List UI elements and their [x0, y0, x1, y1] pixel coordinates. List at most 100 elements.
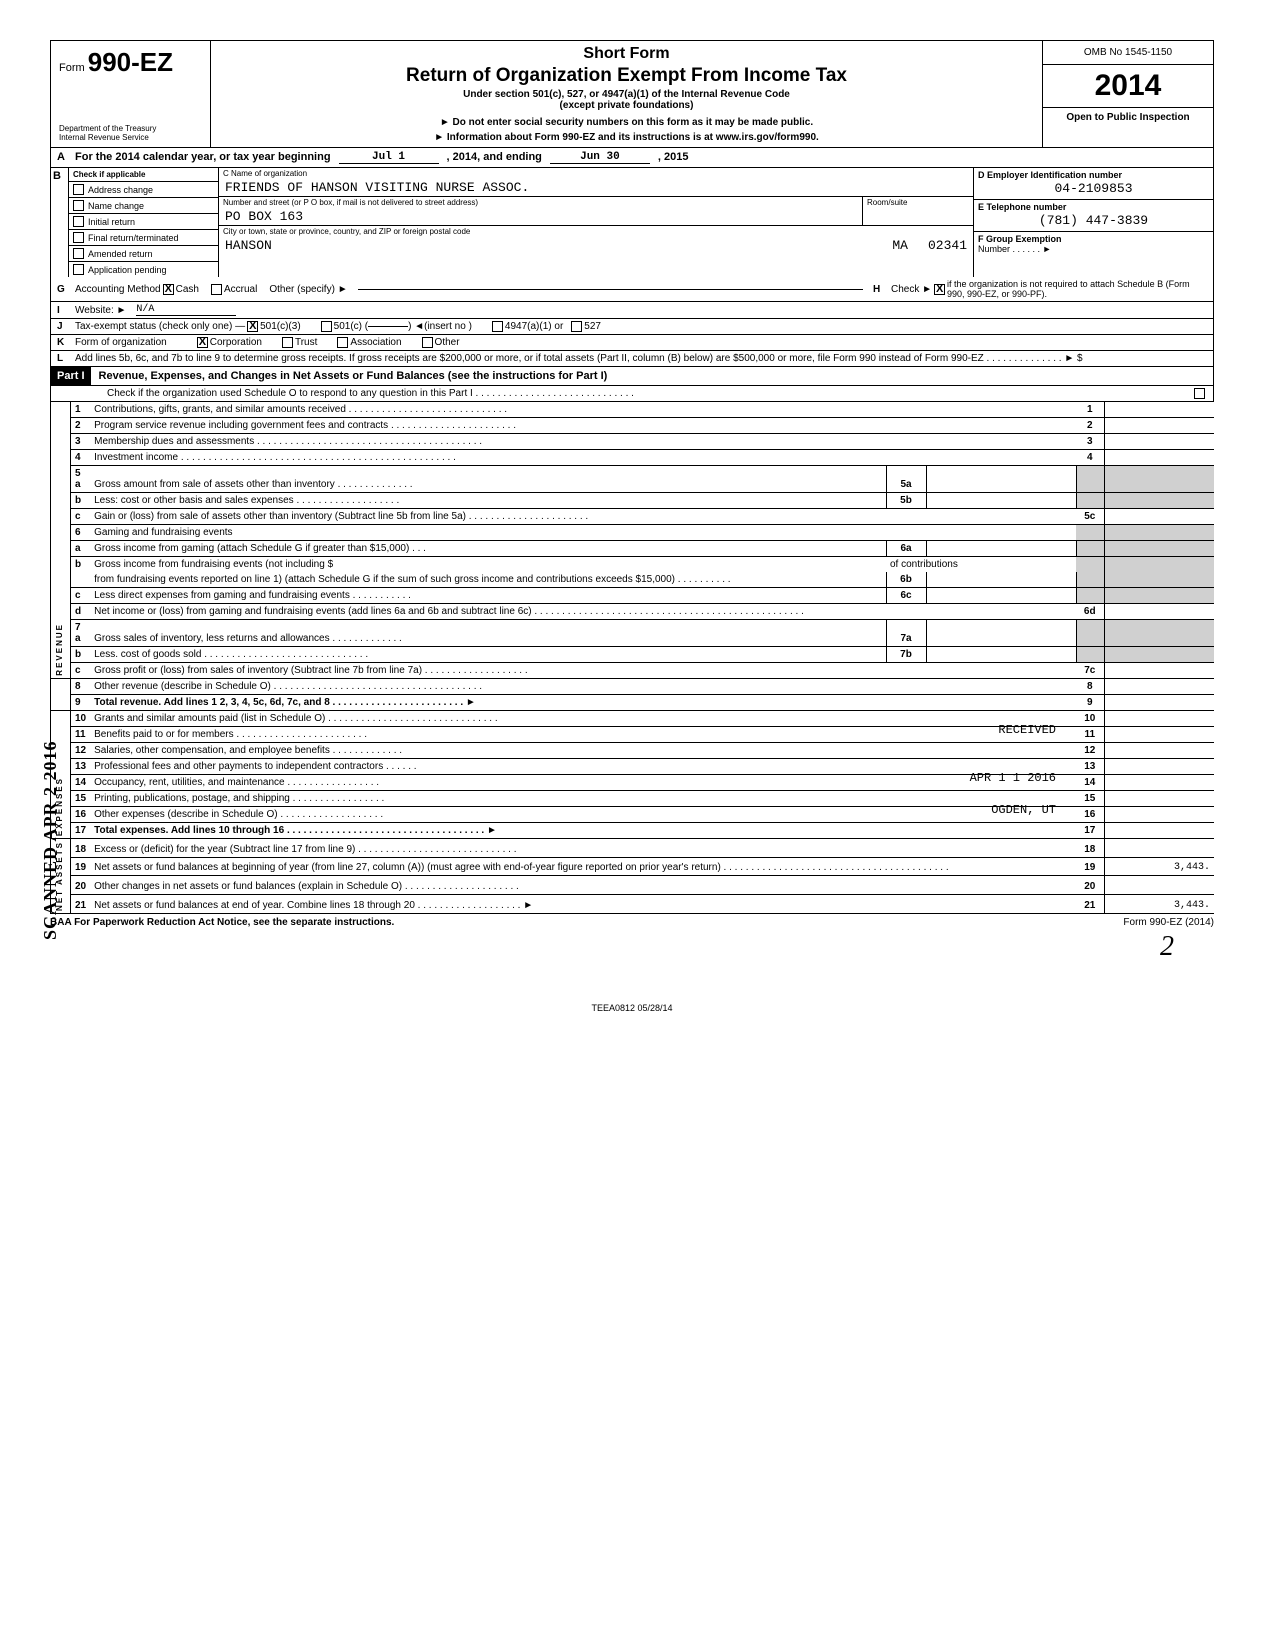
row-a-mid: , 2014, and ending: [447, 151, 542, 164]
line-4: Investment income . . . . . . . . . . . …: [90, 450, 1076, 466]
chk-initial-return[interactable]: [73, 216, 84, 227]
lbl-501c-suffix: ) ◄(insert no ): [408, 321, 472, 332]
lbl-address-change: Address change: [88, 185, 153, 195]
line-6a: Gross income from gaming (attach Schedul…: [90, 541, 886, 557]
chk-association[interactable]: [337, 337, 348, 348]
line-8: Other revenue (describe in Schedule O) .…: [90, 679, 1076, 695]
row-a-yearend: , 2015: [658, 151, 689, 164]
footer-code: TEEA0812 05/28/14: [50, 1003, 1214, 1013]
under-section: Under section 501(c), 527, or 4947(a)(1)…: [221, 89, 1032, 100]
form-prefix: Form: [59, 62, 85, 74]
zip-value: 02341: [928, 238, 967, 253]
part-1-label: Part I: [51, 367, 91, 385]
open-to-public: Open to Public Inspection: [1043, 108, 1213, 127]
line-6: Gaming and fundraising events: [90, 525, 1076, 541]
line-20: Other changes in net assets or fund bala…: [90, 876, 1076, 895]
line-3: Membership dues and assessments . . . . …: [90, 434, 1076, 450]
chk-cash[interactable]: [163, 284, 174, 295]
lbl-application-pending: Application pending: [88, 265, 167, 275]
chk-501c[interactable]: [321, 321, 332, 332]
omb-number: OMB No 1545-1150: [1043, 41, 1213, 65]
phone-label: E Telephone number: [978, 202, 1209, 212]
tax-exempt-label: Tax-exempt status (check only one) —: [75, 321, 245, 332]
line-5a: Gross amount from sale of assets other t…: [90, 466, 886, 493]
addr-value: PO BOX 163: [219, 208, 862, 225]
ein-value: 04-2109853: [978, 180, 1209, 197]
chk-amended-return[interactable]: [73, 248, 84, 259]
line-13: Professional fees and other payments to …: [90, 759, 1076, 775]
form-number: 990-EZ: [88, 47, 173, 77]
row-a-pre: For the 2014 calendar year, or tax year …: [75, 151, 331, 164]
part-1-header: Part I Revenue, Expenses, and Changes in…: [50, 367, 1214, 386]
chk-4947[interactable]: [492, 321, 503, 332]
check-if-applicable: Check if applicable: [69, 168, 218, 182]
stamp-ogden: OGDEN, UT: [991, 803, 1056, 817]
lbl-accrual: Accrual: [224, 284, 257, 295]
netassets-side-label: NET ASSETS: [55, 841, 64, 911]
acct-method-label: Accounting Method: [75, 284, 161, 295]
line-7a: Gross sales of inventory, less returns a…: [90, 620, 886, 647]
form-footer-label: Form 990-EZ (2014): [1123, 917, 1214, 928]
lbl-527: 527: [584, 321, 601, 332]
info-link: ► Information about Form 990-EZ and its …: [221, 132, 1032, 143]
part-1-sub: Check if the organization used Schedule …: [50, 386, 1214, 402]
lbl-association: Association: [350, 337, 401, 348]
line-16: Other expenses (describe in Schedule O) …: [90, 807, 1076, 823]
chk-corporation[interactable]: [197, 337, 208, 348]
chk-527[interactable]: [571, 321, 582, 332]
line-6b-post: of contributions: [886, 557, 1076, 573]
row-a: A For the 2014 calendar year, or tax yea…: [50, 148, 1214, 168]
chk-other-org[interactable]: [422, 337, 433, 348]
line-17: Total expenses. Add lines 10 through 16 …: [90, 823, 1076, 839]
row-i: I Website: ► N/A: [50, 302, 1214, 319]
stamp-received: RECEIVED: [998, 723, 1056, 737]
irs-label: Internal Revenue Service: [59, 134, 156, 143]
lbl-amended-return: Amended return: [88, 249, 153, 259]
amt-19: 3,443.: [1104, 857, 1214, 876]
chk-accrual[interactable]: [211, 284, 222, 295]
part-1-sub-text: Check if the organization used Schedule …: [57, 388, 1192, 399]
baa-footer: BAA For Paperwork Reduction Act Notice, …: [50, 914, 1214, 931]
line-2: Program service revenue including govern…: [90, 418, 1076, 434]
city-value: HANSON: [225, 238, 892, 253]
line-11: Benefits paid to or for members . . . . …: [90, 727, 1076, 743]
row-j: J Tax-exempt status (check only one) — 5…: [50, 319, 1214, 335]
line-14: Occupancy, rent, utilities, and maintena…: [90, 775, 1076, 791]
line-5c: Gain or (loss) from sale of assets other…: [90, 509, 1076, 525]
chk-trust[interactable]: [282, 337, 293, 348]
chk-address-change[interactable]: [73, 184, 84, 195]
lbl-initial-return: Initial return: [88, 217, 135, 227]
row-h-check: Check ►: [891, 284, 932, 295]
lbl-501c: 501(c) (: [334, 321, 368, 332]
line-15: Printing, publications, postage, and shi…: [90, 791, 1076, 807]
room-suite-label: Room/suite: [863, 197, 973, 208]
chk-application-pending[interactable]: [73, 264, 84, 275]
form-org-label: Form of organization: [75, 337, 167, 348]
chk-name-change[interactable]: [73, 200, 84, 211]
lbl-name-change: Name change: [88, 201, 144, 211]
chk-schedule-o[interactable]: [1194, 388, 1205, 399]
line-19: Net assets or fund balances at beginning…: [90, 857, 1076, 876]
section-bcdef: B Check if applicable Address change Nam…: [50, 168, 1214, 277]
org-name: FRIENDS OF HANSON VISITING NURSE ASSOC.: [219, 179, 973, 196]
expenses-side-label: EXPENSES: [55, 777, 64, 836]
phone-value: (781) 447-3839: [978, 212, 1209, 229]
line-7c: Gross profit or (loss) from sales of inv…: [90, 663, 1076, 679]
ein-label: D Employer Identification number: [978, 170, 1209, 180]
chk-501c3[interactable]: [247, 321, 258, 332]
lbl-cash: Cash: [176, 284, 199, 295]
lbl-trust: Trust: [295, 337, 317, 348]
paperwork-notice: BAA For Paperwork Reduction Act Notice, …: [50, 917, 394, 928]
ssn-notice: ► Do not enter social security numbers o…: [221, 117, 1032, 128]
line-6b2: from fundraising events reported on line…: [90, 572, 886, 588]
lbl-other-org: Other: [435, 337, 460, 348]
revenue-table: REVENUE 1Contributions, gifts, grants, a…: [50, 402, 1214, 914]
name-org-label: C Name of organization: [219, 168, 973, 179]
chk-final-return[interactable]: [73, 232, 84, 243]
line-12: Salaries, other compensation, and employ…: [90, 743, 1076, 759]
lbl-4947: 4947(a)(1) or: [505, 321, 563, 332]
period-begin: Jul 1: [339, 151, 439, 164]
line-21: Net assets or fund balances at end of ye…: [90, 895, 1076, 914]
chk-schedule-b[interactable]: [934, 284, 945, 295]
lbl-final-return: Final return/terminated: [88, 233, 179, 243]
